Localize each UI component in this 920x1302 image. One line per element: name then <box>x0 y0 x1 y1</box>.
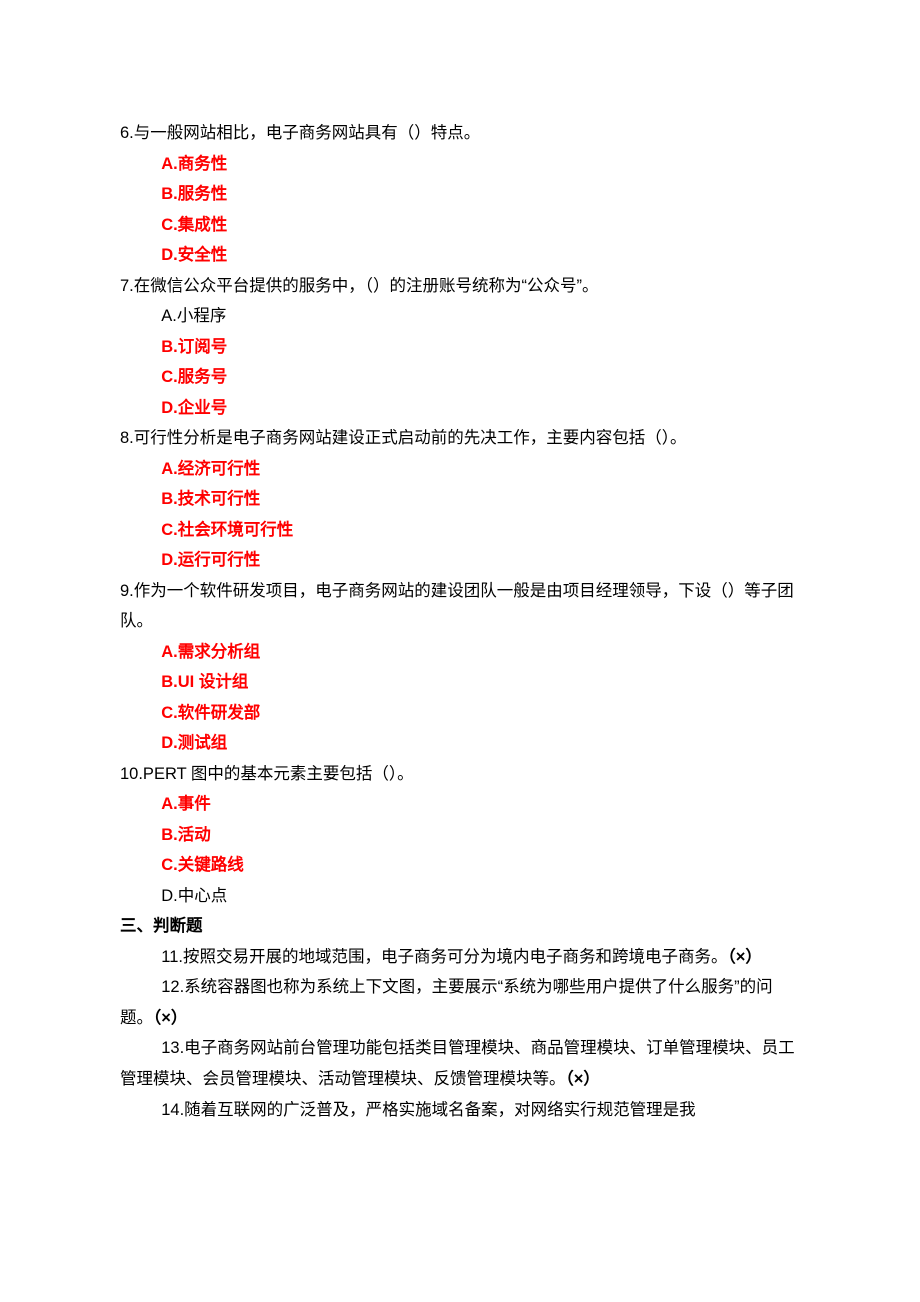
question-10-option-a: A.事件 <box>120 789 800 820</box>
question-7-option-d: D.企业号 <box>120 393 800 424</box>
judgment-13-mark: （×） <box>566 1070 600 1088</box>
question-6-option-c: C.集成性 <box>120 210 800 241</box>
question-7-option-a: A.小程序 <box>120 301 800 332</box>
judgment-13-text: 13.电子商务网站前台管理功能包括类目管理模块、商品管理模块、订单管理模块、员工… <box>120 1039 795 1088</box>
document-page: 6.与一般网站相比，电子商务网站具有（）特点。 A.商务性 B.服务性 C.集成… <box>0 0 920 1302</box>
question-9-option-d: D.测试组 <box>120 728 800 759</box>
question-8-option-c: C.社会环境可行性 <box>120 515 800 546</box>
question-7-stem: 7.在微信公众平台提供的服务中，（）的注册账号统称为“公众号”。 <box>120 271 800 302</box>
question-8-option-d: D.运行可行性 <box>120 545 800 576</box>
judgment-13: 13.电子商务网站前台管理功能包括类目管理模块、商品管理模块、订单管理模块、员工… <box>120 1033 800 1094</box>
judgment-11-mark: （×） <box>727 948 761 966</box>
question-9-option-b: B.UI 设计组 <box>120 667 800 698</box>
question-9-option-a: A.需求分析组 <box>120 637 800 668</box>
judgment-12-mark: （×） <box>153 1009 187 1027</box>
question-6-option-d: D.安全性 <box>120 240 800 271</box>
judgment-14-text: 14.随着互联网的广泛普及，严格实施域名备案，对网络实行规范管理是我 <box>161 1101 695 1119</box>
question-8-option-a: A.经济可行性 <box>120 454 800 485</box>
judgment-11-text: 11.按照交易开展的地域范围，电子商务可分为境内电子商务和跨境电子商务。 <box>161 948 727 966</box>
question-10-option-b: B.活动 <box>120 820 800 851</box>
question-6-option-a: A.商务性 <box>120 149 800 180</box>
question-6-option-b: B.服务性 <box>120 179 800 210</box>
judgment-14: 14.随着互联网的广泛普及，严格实施域名备案，对网络实行规范管理是我 <box>120 1095 800 1126</box>
question-9-option-c: C.软件研发部 <box>120 698 800 729</box>
question-7-option-c: C.服务号 <box>120 362 800 393</box>
question-10-stem: 10.PERT 图中的基本元素主要包括（）。 <box>120 759 800 790</box>
section-3-heading: 三、判断题 <box>120 911 800 942</box>
question-8-stem: 8.可行性分析是电子商务网站建设正式启动前的先决工作，主要内容包括（）。 <box>120 423 800 454</box>
question-9-stem: 9.作为一个软件研发项目，电子商务网站的建设团队一般是由项目经理领导，下设（）等… <box>120 576 800 637</box>
question-7-option-b: B.订阅号 <box>120 332 800 363</box>
question-10-option-d: D.中心点 <box>120 881 800 912</box>
question-8-option-b: B.技术可行性 <box>120 484 800 515</box>
judgment-12-text: 12.系统容器图也称为系统上下文图，主要展示“系统为哪些用户提供了什么服务”的问… <box>120 978 773 1027</box>
question-6-stem: 6.与一般网站相比，电子商务网站具有（）特点。 <box>120 118 800 149</box>
judgment-11: 11.按照交易开展的地域范围，电子商务可分为境内电子商务和跨境电子商务。（×） <box>120 942 800 973</box>
judgment-12: 12.系统容器图也称为系统上下文图，主要展示“系统为哪些用户提供了什么服务”的问… <box>120 972 800 1033</box>
question-10-option-c: C.关键路线 <box>120 850 800 881</box>
